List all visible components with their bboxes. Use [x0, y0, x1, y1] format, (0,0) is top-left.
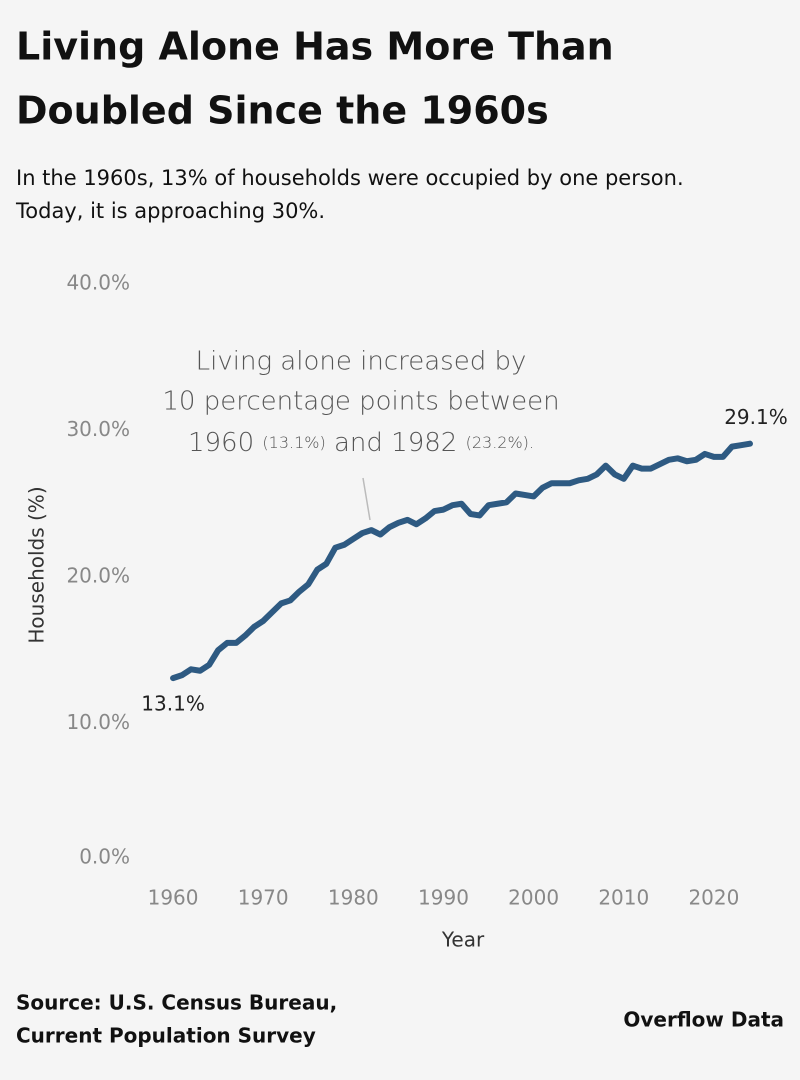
source: Source: U.S. Census Bureau, [16, 991, 337, 1015]
annotation-part: 1960 [188, 428, 254, 458]
y-tick-label: 10.0% [66, 710, 130, 734]
subtitle: In the 1960s, 13% of households were occ… [16, 166, 684, 190]
annotation: 10 percentage points between [162, 387, 559, 417]
x-tick-label: 1980 [328, 886, 379, 910]
x-tick-label: 1960 [148, 886, 199, 910]
y-tick-label: 20.0% [66, 564, 130, 588]
line [170, 440, 753, 682]
annotation-part: (13.1%) [262, 433, 325, 452]
x-tick-label: 2020 [688, 886, 739, 910]
subtitle: Today, it is approaching 30%. [15, 199, 325, 223]
annotation-pointer [362, 477, 371, 521]
chart-title: Living Alone Has More Than [16, 25, 614, 69]
y-tick-label: 30.0% [66, 417, 130, 441]
annotation-part: (23.2%). [466, 433, 534, 452]
y-axis-title: Households (%) [25, 486, 49, 643]
x-axis-title: Year [441, 928, 485, 952]
annotation-part: 1982 [391, 428, 457, 458]
y-tick-label: 40.0% [66, 271, 130, 295]
x-tick-label: 1990 [418, 886, 469, 910]
annotation: Living alone increased by [196, 347, 527, 377]
source: Current Population Survey [16, 1024, 316, 1048]
x-tick-label: 2000 [508, 886, 559, 910]
y-tick-label: 0.0% [79, 845, 130, 869]
data-label: 13.1% [141, 692, 205, 716]
annotation: 1960 (13.1%) and 1982 (23.2%). [188, 428, 534, 458]
x-tick-label: 2010 [598, 886, 649, 910]
annotation-part: and [334, 428, 383, 458]
x-tick-label: 1970 [238, 886, 289, 910]
data-label: 29.1% [724, 405, 788, 429]
credit: Overflow Data [623, 1008, 784, 1032]
chart-title: Doubled Since the 1960s [16, 89, 549, 133]
